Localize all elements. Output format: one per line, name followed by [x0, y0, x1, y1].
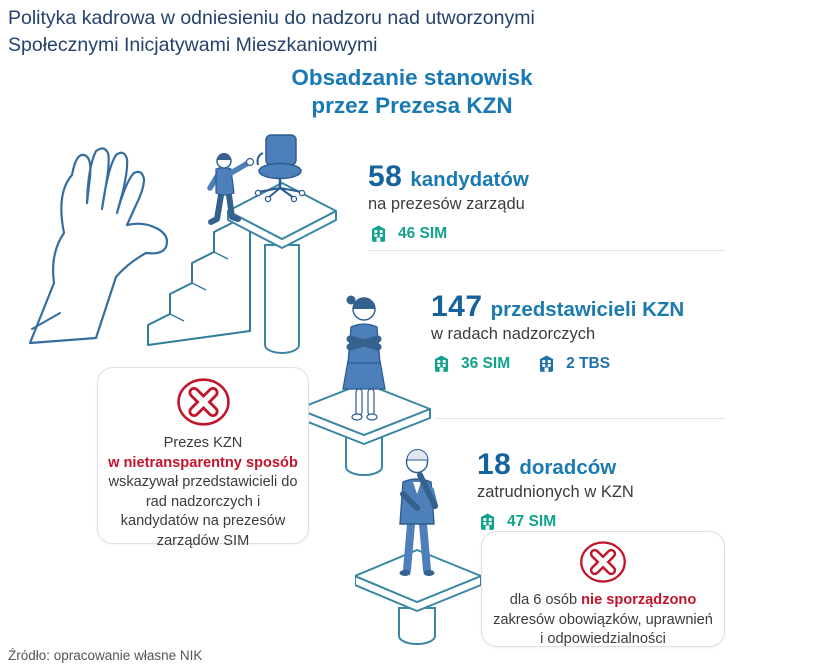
x-circle-icon	[580, 541, 626, 583]
pedestal-top	[298, 382, 431, 436]
stat-advisors: 18 doradców zatrudnionych w KZN 47 SIM	[477, 448, 634, 532]
hand-stairs-chair-illustration	[28, 134, 337, 354]
stat-representatives-headline: 147 przedstawicieli KZN	[431, 290, 684, 324]
stat-representatives-badges: 36 SIM 2 TBS	[431, 353, 684, 374]
stat-advisors-sublabel: zatrudnionych w KZN	[477, 483, 634, 501]
callout-highlight: nie sporządzono	[581, 592, 697, 608]
sim-badge: 36 SIM	[431, 353, 510, 374]
source-note: Źródło: opracowanie własne NIK	[8, 648, 203, 663]
man-figure	[399, 449, 438, 576]
building-icon	[540, 355, 554, 372]
pedestal-column	[398, 607, 436, 645]
woman-on-pedestal-illustration	[298, 295, 431, 476]
building-icon	[480, 513, 495, 530]
x-circle-icon	[176, 378, 230, 426]
stat-representatives-sublabel: w radach nadzorczych	[431, 325, 596, 343]
stat-candidates-badges: 46 SIM	[368, 223, 529, 244]
page-title-line2: Społecznymi Inicjatywami Mieszkaniowymi	[8, 34, 378, 56]
stat-candidates-label: kandydatów	[410, 168, 529, 191]
callout-rest: wskazywał przedstawicieli do rad nadzorc…	[108, 474, 298, 549]
table-column	[264, 244, 300, 354]
stat-advisors-label: doradców	[519, 456, 617, 479]
badge-value: 36 SIM	[461, 354, 511, 372]
sim-badge: 47 SIM	[477, 511, 556, 532]
callout-nontransparent: Prezes KZN w nietransparentny sposób wska…	[97, 367, 309, 549]
stat-representatives-number: 147	[431, 290, 483, 323]
callout-rest: zakresów obowiązków, uprawnień i odpowie…	[493, 611, 713, 648]
table-top	[227, 182, 337, 240]
stat-candidates: 58 kandydatów na prezesów zarządu 46 SIM	[368, 160, 529, 244]
stat-candidates-headline: 58 kandydatów	[368, 160, 529, 194]
hand-shape	[28, 147, 169, 345]
main-heading-line1: Obsadzanie stanowisk	[291, 65, 533, 90]
callout-intro: dla 6 osób	[509, 592, 582, 608]
building-icon	[371, 225, 386, 242]
tbs-badge: 2 TBS	[536, 353, 610, 374]
sim-badge: 46 SIM	[368, 223, 447, 244]
divider	[368, 250, 725, 251]
pedestal-column	[345, 436, 383, 476]
stairs-tread-lines	[169, 251, 229, 322]
stat-advisors-number: 18	[477, 448, 512, 481]
stat-advisors-headline: 18 doradców	[477, 448, 634, 482]
callout-highlight: w nietransparentny sposób	[108, 454, 298, 471]
badge-value: 2 TBS	[566, 354, 611, 372]
office-chair	[254, 134, 306, 203]
callout-nontransparent-text: Prezes KZN w nietransparentny sposób wska…	[98, 432, 308, 551]
divider	[435, 418, 725, 419]
callout-no-scope: dla 6 osób nie sporządzono zakresów obow…	[481, 531, 725, 647]
stairs-shape	[147, 220, 251, 346]
stat-representatives-label: przedstawicieli KZN	[490, 298, 685, 321]
stat-candidates-number: 58	[368, 160, 403, 193]
stat-advisors-badges: 47 SIM	[477, 511, 634, 532]
page-title-line1: Polityka kadrowa w odniesieniu do nadzor…	[8, 7, 535, 29]
badge-value: 46 SIM	[398, 224, 448, 242]
badge-value: 47 SIM	[507, 512, 557, 530]
stat-representatives: 147 przedstawicieli KZN w radach nadzorc…	[431, 290, 684, 374]
woman-figure	[342, 295, 386, 421]
pedestal-top	[355, 549, 482, 603]
stat-candidates-sublabel: na prezesów zarządu	[368, 195, 525, 213]
main-heading: Obsadzanie stanowisk przez Prezesa KZN	[212, 64, 612, 120]
callout-no-scope-text: dla 6 osób nie sporządzono zakresów obow…	[482, 589, 724, 650]
climbing-person	[207, 153, 255, 225]
page-title: Polityka kadrowa w odniesieniu do nadzor…	[8, 5, 535, 59]
main-heading-line2: przez Prezesa KZN	[311, 93, 513, 118]
callout-intro: Prezes KZN	[163, 435, 243, 451]
cuff-line	[31, 312, 61, 330]
man-on-pedestal-illustration	[355, 449, 482, 645]
building-icon	[434, 355, 449, 372]
